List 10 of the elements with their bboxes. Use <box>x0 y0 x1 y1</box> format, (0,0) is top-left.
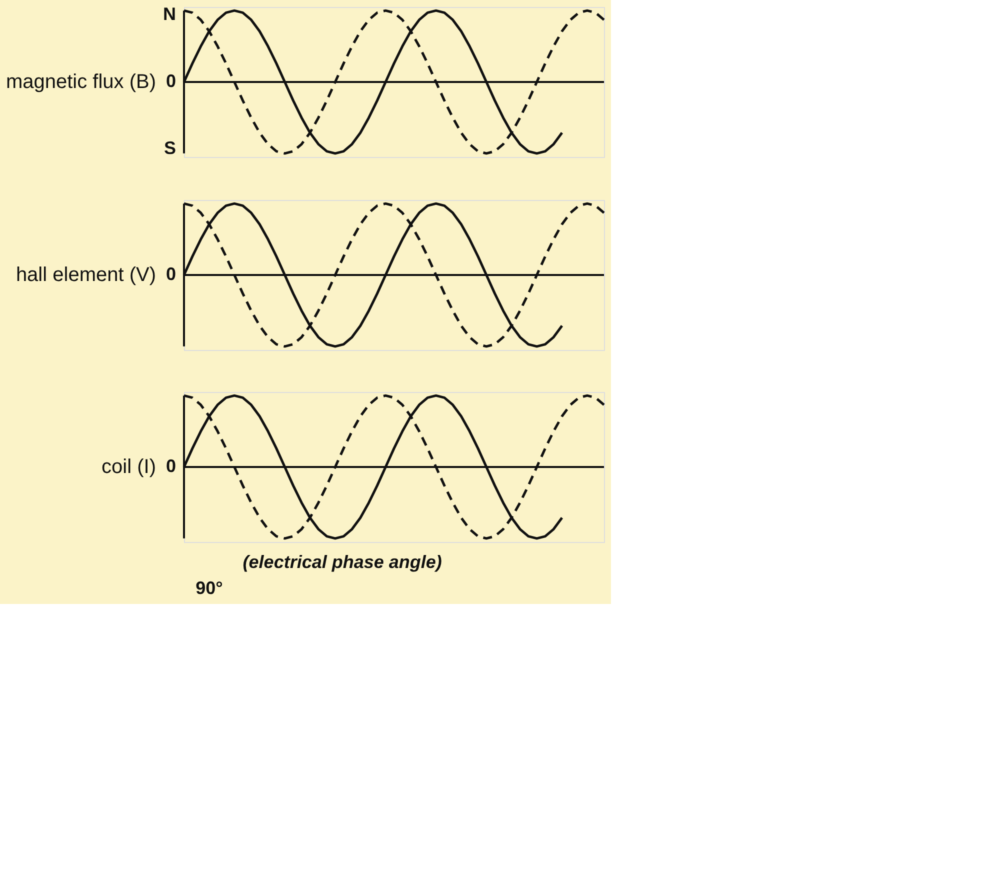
text: 0 <box>166 456 176 476</box>
text: 0 <box>166 71 176 91</box>
y-axis-title: hall element (V) <box>16 264 156 286</box>
text: (electrical phase angle) <box>242 552 442 572</box>
y-axis-title: coil (I) <box>102 456 156 478</box>
text: 0 <box>166 264 176 284</box>
text: S <box>164 138 176 158</box>
text: 90° <box>196 578 223 598</box>
text: N <box>163 4 176 24</box>
y-axis-title: magnetic flux (B) <box>6 71 156 93</box>
